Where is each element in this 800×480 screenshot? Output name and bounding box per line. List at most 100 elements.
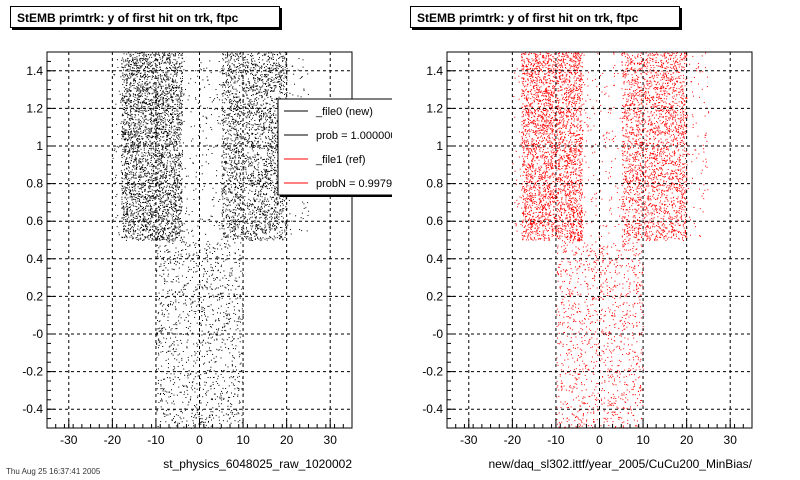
data-point — [165, 79, 167, 81]
data-point — [281, 92, 282, 93]
data-point — [221, 223, 223, 225]
data-point — [144, 196, 146, 197]
data-point — [157, 171, 159, 173]
data-point — [129, 54, 131, 56]
data-point — [146, 144, 148, 146]
data-point — [121, 98, 123, 99]
data-point — [236, 150, 238, 152]
data-point — [163, 186, 165, 188]
data-point — [154, 97, 156, 99]
data-point — [276, 54, 278, 55]
data-point — [148, 71, 150, 73]
data-point — [146, 175, 148, 177]
data-point — [232, 230, 234, 232]
data-point — [149, 155, 151, 156]
data-point — [122, 95, 124, 97]
data-point — [264, 122, 266, 124]
data-point — [170, 153, 172, 155]
data-point — [154, 237, 156, 239]
data-point — [249, 114, 251, 116]
data-point — [147, 191, 149, 192]
data-point — [122, 192, 124, 193]
data-point — [149, 153, 151, 155]
data-point — [182, 75, 183, 77]
data-point — [223, 225, 224, 227]
data-point — [259, 114, 261, 116]
data-point — [180, 226, 181, 228]
data-point — [140, 161, 142, 163]
data-point — [125, 239, 127, 241]
data-point — [181, 80, 183, 81]
data-point — [178, 235, 180, 237]
data-point — [282, 239, 284, 241]
data-point — [254, 63, 256, 65]
data-point — [222, 122, 224, 124]
data-point — [172, 183, 174, 185]
data-point — [141, 234, 143, 236]
data-point — [251, 72, 253, 74]
data-point — [158, 215, 160, 216]
data-point — [121, 98, 123, 100]
data-point — [124, 65, 126, 67]
data-point — [263, 229, 265, 231]
data-point — [143, 63, 145, 65]
data-point — [160, 62, 162, 64]
data-point — [270, 169, 272, 171]
data-point — [223, 157, 225, 159]
data-point — [123, 150, 125, 152]
data-point — [165, 180, 167, 182]
data-point — [286, 68, 288, 70]
data-point — [269, 213, 271, 215]
data-point — [276, 62, 278, 64]
data-point — [265, 102, 267, 104]
data-point — [264, 75, 266, 77]
data-point — [125, 192, 126, 194]
data-point — [244, 189, 246, 191]
data-point — [160, 94, 161, 96]
data-point — [264, 212, 266, 214]
data-point — [128, 134, 130, 136]
data-point — [132, 227, 134, 229]
data-point — [149, 61, 151, 63]
data-point — [228, 188, 230, 190]
data-point — [261, 105, 263, 107]
data-point — [279, 231, 281, 233]
data-point — [146, 58, 148, 60]
data-point — [251, 133, 253, 135]
data-point — [223, 92, 225, 94]
data-point — [151, 214, 153, 216]
data-point — [161, 149, 163, 150]
data-point — [276, 81, 278, 83]
data-point — [240, 195, 241, 197]
data-point — [171, 121, 172, 123]
data-point — [265, 118, 266, 120]
data-point — [273, 172, 275, 174]
data-point — [225, 81, 227, 83]
data-point — [143, 182, 145, 184]
data-point — [221, 175, 223, 177]
data-point — [221, 238, 223, 240]
data-point — [169, 142, 171, 144]
data-point — [132, 72, 133, 74]
data-point — [226, 129, 228, 131]
data-point — [229, 107, 231, 109]
data-point — [166, 88, 167, 90]
data-point — [162, 100, 164, 102]
data-point — [270, 156, 272, 158]
data-point — [130, 162, 131, 164]
data-point — [161, 80, 163, 82]
data-point — [165, 109, 167, 111]
data-point — [136, 97, 138, 99]
data-point — [171, 184, 173, 186]
data-point — [265, 136, 267, 138]
data-point — [145, 84, 147, 86]
data-point — [265, 176, 267, 178]
data-point — [241, 227, 243, 229]
data-point — [246, 160, 247, 162]
data-point — [233, 217, 235, 218]
data-point — [150, 204, 151, 206]
data-point — [166, 166, 168, 168]
data-point — [141, 168, 143, 170]
data-point — [166, 68, 168, 69]
data-point — [170, 170, 172, 172]
